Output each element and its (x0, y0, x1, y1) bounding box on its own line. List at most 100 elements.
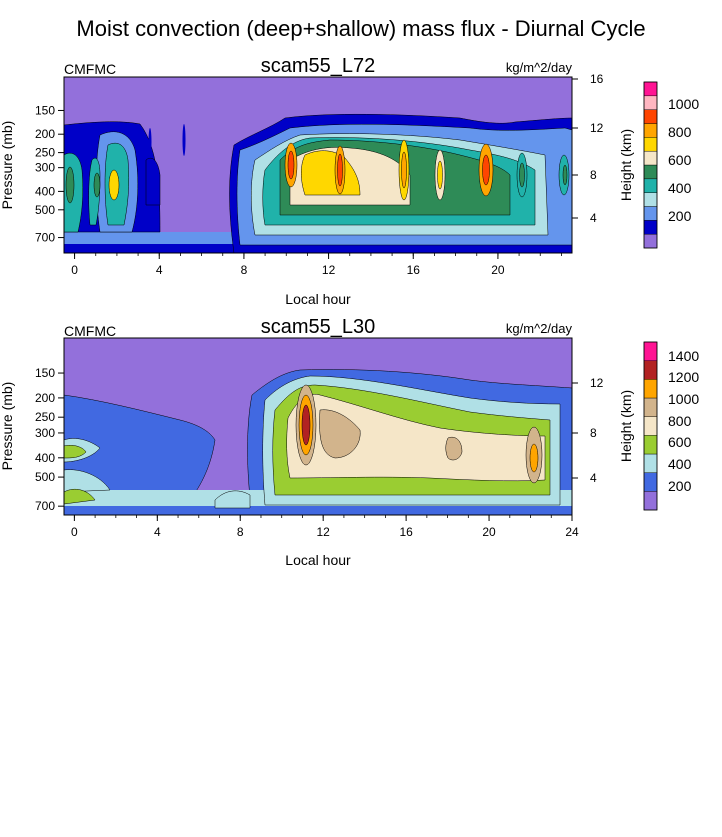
colorbar-swatch (643, 491, 658, 511)
contour-core (301, 404, 311, 446)
colorbar-swatch (643, 472, 658, 492)
contour-core (287, 150, 295, 180)
contour-region (64, 394, 216, 501)
colorbar-label: 1200 (668, 369, 699, 385)
x-tick-label: 4 (156, 263, 163, 277)
y2-tick-label: 4 (590, 211, 597, 225)
y-axis-label: Pressure (mb) (0, 121, 15, 210)
colorbar-label: 400 (668, 456, 692, 472)
colorbar-swatch (643, 95, 658, 110)
contour-region (286, 394, 546, 482)
y-tick-label: 500 (35, 203, 55, 217)
y2-tick-label: 8 (590, 426, 597, 440)
y-tick-label: 500 (35, 470, 55, 484)
y-tick-label: 200 (35, 391, 55, 405)
colorbar-swatch (643, 109, 658, 124)
y-tick-label: 200 (35, 127, 55, 141)
x-tick-label: 0 (71, 525, 78, 539)
contour-core (529, 443, 539, 473)
x-tick-label: 8 (237, 525, 244, 539)
contour-region (64, 445, 87, 459)
y2-tick-label: 4 (590, 471, 597, 485)
variable-label: CMFMC (64, 61, 116, 77)
colorbar: 200 400 600 800 1000 (643, 81, 699, 249)
colorbar-swatch (643, 164, 658, 180)
contour-core (519, 162, 525, 188)
contour-region (64, 489, 96, 505)
y-tick-label: 250 (35, 146, 55, 160)
colorbar-swatch (643, 178, 658, 193)
colorbar-label: 600 (668, 434, 692, 450)
y2-axis-label: Height (km) (618, 129, 634, 201)
colorbar-swatch (643, 435, 658, 455)
colorbar-frame (643, 341, 658, 511)
y2-tick-label: 8 (590, 168, 597, 182)
contour-region (445, 436, 463, 461)
y-tick-label: 150 (35, 366, 55, 380)
contour-region (301, 150, 361, 196)
colorbar-swatch (643, 233, 658, 249)
colorbar-swatch (643, 416, 658, 436)
colorbar-label: 600 (668, 152, 692, 168)
colorbar-label: 1000 (668, 96, 699, 112)
chart-title: scam55_L72 (261, 55, 376, 77)
contour-region (64, 469, 111, 493)
chart-title: scam55_L30 (261, 316, 376, 338)
x-tick-label: 20 (491, 263, 505, 277)
colorbar-swatch (643, 360, 658, 380)
contour-core (108, 169, 120, 201)
colorbar-label: 800 (668, 124, 692, 140)
y-tick-label: 400 (35, 451, 55, 465)
x-axis-label: Local hour (285, 291, 351, 307)
x-tick-label: 24 (565, 525, 579, 539)
y2-tick-label: 12 (590, 121, 604, 135)
x-tick-label: 16 (407, 263, 421, 277)
y-tick-label: 300 (35, 161, 55, 175)
colorbar-label: 1600 (668, 0, 699, 3)
y-tick-label: 700 (35, 499, 55, 513)
colorbar-swatch (643, 150, 658, 166)
y-axis-label: Pressure (mb) (0, 382, 15, 471)
y-tick-label: 250 (35, 410, 55, 424)
x-tick-label: 4 (154, 525, 161, 539)
colorbar-label: 200 (668, 478, 692, 494)
colorbar-frame (643, 81, 658, 249)
colorbar-swatch (643, 81, 658, 97)
colorbar-swatch (643, 341, 658, 361)
low-level-band (64, 506, 572, 515)
plot-frame (63, 337, 573, 516)
colorbar-label: 200 (668, 208, 692, 224)
contour-core (65, 166, 75, 204)
contour-field (64, 77, 572, 253)
y-tick-label: 300 (35, 426, 55, 440)
colorbar-swatch (643, 137, 658, 152)
contour-core (437, 160, 443, 190)
y-tick-label: 700 (35, 231, 55, 245)
y2-tick-label: 12 (590, 376, 604, 390)
y-tick-label: 150 (35, 103, 55, 117)
colorbar-swatch (643, 192, 658, 207)
contour-core (182, 124, 186, 156)
page-title: Moist convection (deep+shallow) mass flu… (76, 16, 645, 41)
contour-core (93, 172, 101, 198)
contour-core (148, 128, 152, 156)
colorbar-swatch (643, 123, 658, 138)
contour-region (319, 409, 361, 459)
contour-field (64, 338, 572, 515)
colorbar-label: 400 (668, 180, 692, 196)
colorbar-swatch (643, 397, 658, 417)
colorbar-swatch (643, 379, 658, 399)
colorbar-label: 1400 (668, 348, 699, 364)
x-tick-label: 20 (482, 525, 496, 539)
variable-label: CMFMC (64, 323, 116, 339)
units-label: kg/m^2/day (506, 60, 573, 75)
x-axis-label: Local hour (285, 552, 351, 568)
contour-core (337, 153, 343, 187)
colorbar-swatch (643, 220, 658, 235)
panel-l72: CMFMC scam55_L72 kg/m^2/day (0, 55, 699, 307)
contour-region (214, 490, 251, 509)
x-tick-label: 16 (399, 525, 413, 539)
